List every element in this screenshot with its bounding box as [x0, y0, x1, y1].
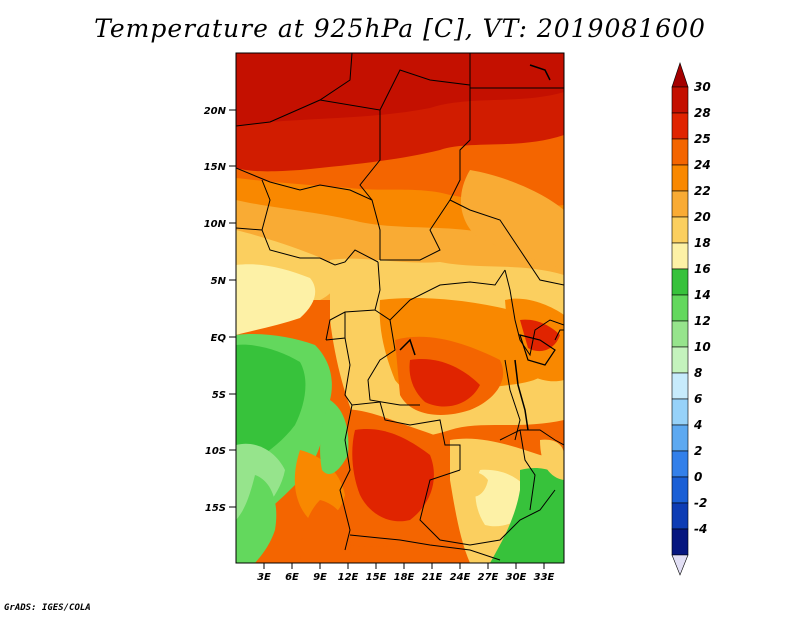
lon-tick-label: 33E	[534, 572, 555, 583]
lon-tick-label: 15E	[366, 572, 387, 583]
colorbar-swatch	[671, 138, 689, 166]
colorbar-top-arrow	[671, 62, 689, 88]
lon-tick-label: 21E	[422, 572, 443, 583]
colorbar-swatch	[671, 216, 689, 244]
colorbar-swatch	[671, 372, 689, 400]
lon-tick-label: 30E	[506, 572, 527, 583]
lat-tick-label: 5S	[212, 390, 226, 401]
lon-tick-label: 18E	[394, 572, 415, 583]
colorbar-label: -2	[694, 496, 707, 510]
lat-tick-label: 10N	[204, 219, 227, 230]
colorbar-swatch	[671, 450, 689, 478]
country-borders	[236, 53, 564, 561]
colorbar-label: 8	[694, 366, 702, 380]
colorbar-label: 12	[694, 314, 711, 328]
colorbar-swatch	[671, 242, 689, 270]
colorbar-label: 22	[694, 184, 711, 198]
credit-label: GrADS: IGES/COLA	[4, 603, 91, 613]
colorbar-swatch	[671, 476, 689, 504]
colorbar-swatch	[671, 320, 689, 348]
colorbar-swatch	[671, 398, 689, 426]
colorbar-label: 20	[694, 210, 711, 224]
lat-tick-label: 20N	[204, 106, 227, 117]
colorbar-label: 28	[694, 106, 711, 120]
colorbar-label: 6	[694, 392, 702, 406]
colorbar-swatch	[671, 294, 689, 322]
colorbar-label: 30	[694, 80, 711, 94]
colorbar-swatch	[671, 190, 689, 218]
colorbar-bottom-arrow	[671, 554, 689, 576]
colorbar-label: -4	[694, 522, 707, 536]
colorbar-swatch	[671, 346, 689, 374]
lon-tick-label: 27E	[478, 572, 499, 583]
lat-tick-label: 10S	[205, 446, 226, 457]
colorbar-label: 14	[694, 288, 711, 302]
lon-tick-label: 9E	[313, 572, 327, 583]
lat-tick-label: 15N	[204, 162, 227, 173]
colorbar-label: 0	[694, 470, 702, 484]
colorbar-label: 2	[694, 444, 702, 458]
map-title: Temperature at 925hPa [C], VT: 201908160…	[94, 14, 706, 43]
colorbar-swatch	[671, 164, 689, 192]
lon-tick-label: 6E	[285, 572, 299, 583]
lon-tick-label: 24E	[450, 572, 471, 583]
colorbar-swatch	[671, 502, 689, 530]
lon-axis: 3E 6E 9E 12E 15E 18E 21E 24E 27E 30E 33E	[257, 563, 555, 583]
lat-tick-label: EQ	[211, 333, 227, 344]
map-frame	[235, 52, 565, 564]
colorbar-label: 25	[694, 132, 711, 146]
colorbar-label: 24	[694, 158, 711, 172]
colorbar-swatch	[671, 112, 689, 140]
lon-tick-label: 3E	[257, 572, 271, 583]
colorbar-swatch	[671, 86, 689, 114]
lat-tick-label: 15S	[205, 503, 226, 514]
colorbar-label: 10	[694, 340, 711, 354]
colorbar-label: 18	[694, 236, 711, 250]
temperature-field	[236, 53, 564, 563]
lat-axis: 20N 15N 10N 5N EQ 5S 10S 15S	[204, 106, 236, 514]
colorbar-swatch	[671, 268, 689, 296]
colorbar-swatch	[671, 424, 689, 452]
colorbar-label: 16	[694, 262, 711, 276]
lat-tick-label: 5N	[211, 276, 227, 287]
colorbar-swatch	[671, 528, 689, 556]
colorbar-label: 4	[693, 418, 702, 432]
lon-tick-label: 12E	[338, 572, 359, 583]
